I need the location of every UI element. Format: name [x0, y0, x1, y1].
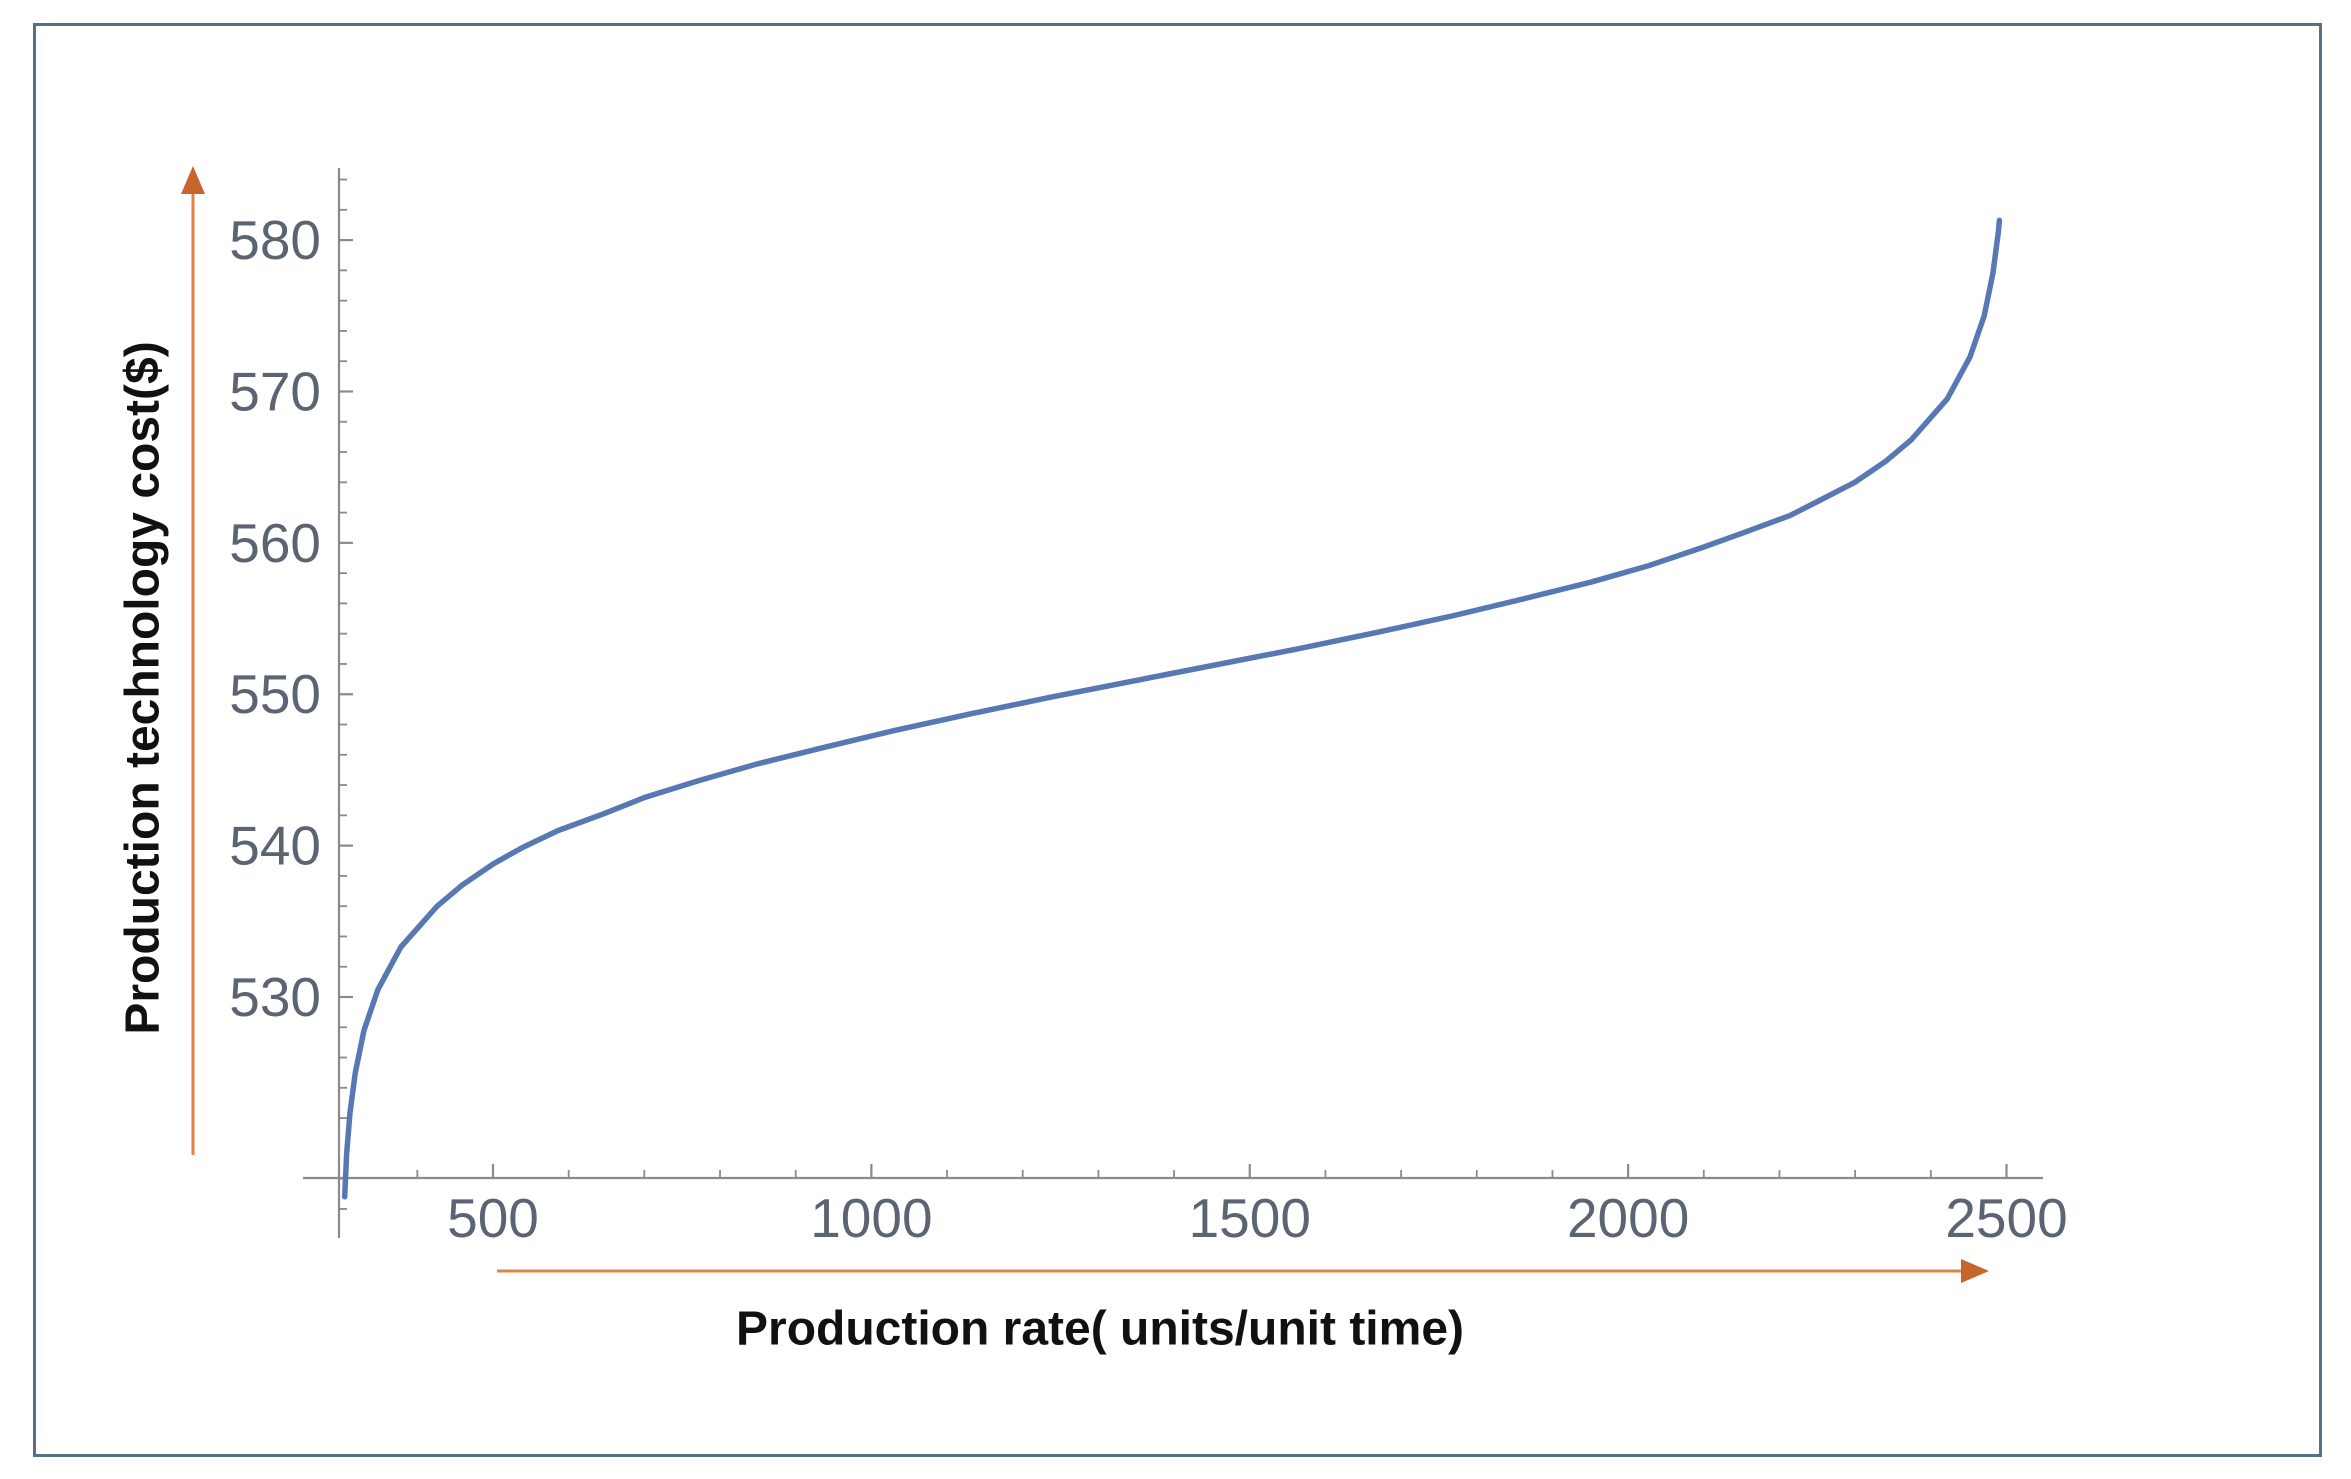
y-axis-label: Production technology cost($)	[117, 341, 170, 1034]
x-tick-label: 2000	[1567, 1187, 1689, 1249]
axes	[303, 168, 2043, 1238]
x-tick-label: 500	[447, 1187, 539, 1249]
y-tick-label: 530	[229, 966, 321, 1028]
y-tick-label: 570	[229, 360, 321, 422]
x-tick-label: 1000	[810, 1187, 932, 1249]
y-tick-label: 540	[229, 815, 321, 877]
cost-curve	[341, 217, 2003, 1200]
cost-curve-line	[341, 217, 2003, 1200]
y-tick-label: 580	[229, 209, 321, 271]
x-tick-label: 2500	[1945, 1187, 2067, 1249]
direction-arrows	[181, 166, 1989, 1283]
axis-ticks	[339, 178, 2008, 1210]
x-direction-arrow-head-icon	[1961, 1259, 1989, 1283]
y-tick-label: 560	[229, 512, 321, 574]
y-direction-arrow-head-icon	[181, 166, 205, 194]
x-tick-label: 1500	[1189, 1187, 1311, 1249]
plot-frame	[33, 23, 2322, 1457]
y-tick-label: 550	[229, 663, 321, 725]
axis-tick-labels: 530 540 550 560 570 580 500 1000 1500 2000 2500	[229, 209, 2067, 1249]
x-axis-label: Production rate( units/unit time)	[736, 1303, 1464, 1356]
